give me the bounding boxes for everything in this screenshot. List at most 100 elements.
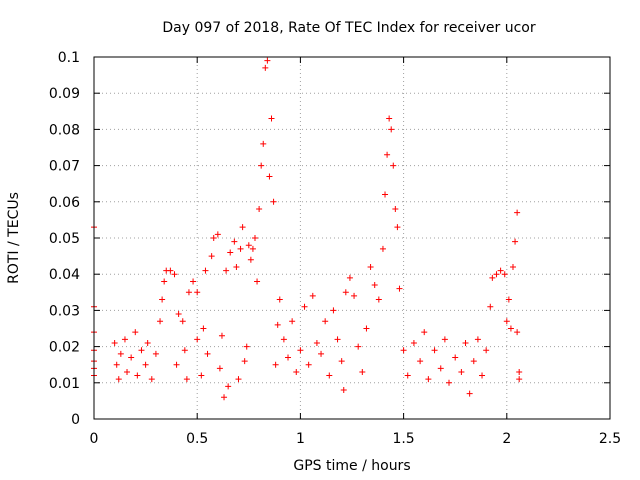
data-point bbox=[190, 278, 197, 285]
data-point bbox=[388, 126, 395, 133]
data-point bbox=[516, 376, 523, 383]
data-point bbox=[171, 271, 178, 278]
data-point bbox=[452, 354, 459, 361]
data-point bbox=[501, 271, 508, 278]
plot-frame bbox=[93, 56, 611, 420]
data-point bbox=[276, 296, 283, 303]
data-point bbox=[132, 329, 139, 336]
data-point bbox=[396, 285, 403, 292]
data-point bbox=[194, 289, 201, 296]
grid-lines bbox=[94, 57, 610, 419]
data-point bbox=[159, 296, 166, 303]
data-point bbox=[204, 350, 211, 357]
data-point bbox=[462, 339, 469, 346]
x-tick-label: 2 bbox=[502, 431, 511, 447]
data-point bbox=[148, 376, 155, 383]
data-point bbox=[509, 263, 516, 270]
x-axis-label: GPS time / hours bbox=[293, 458, 410, 474]
data-point bbox=[216, 365, 223, 372]
data-point bbox=[152, 350, 159, 357]
data-point bbox=[446, 379, 453, 386]
data-point bbox=[251, 235, 258, 241]
x-tick-label: 2.5 bbox=[599, 431, 621, 447]
data-point bbox=[441, 336, 448, 343]
data-point bbox=[274, 321, 281, 328]
y-axis-label: ROTI / TECUs bbox=[6, 192, 22, 284]
data-point bbox=[214, 231, 221, 238]
data-point bbox=[493, 271, 500, 278]
data-point bbox=[128, 354, 135, 361]
data-point bbox=[289, 318, 296, 325]
data-point bbox=[390, 162, 397, 169]
data-point bbox=[175, 311, 182, 318]
data-point bbox=[198, 372, 205, 379]
data-point bbox=[245, 242, 252, 249]
data-point bbox=[334, 336, 341, 343]
data-point bbox=[470, 358, 477, 365]
data-point bbox=[516, 368, 523, 375]
data-point bbox=[210, 235, 217, 241]
data-point bbox=[503, 318, 510, 325]
data-point bbox=[394, 224, 401, 231]
data-point bbox=[270, 198, 277, 205]
data-point bbox=[330, 307, 337, 314]
data-point bbox=[264, 57, 271, 64]
data-point bbox=[115, 376, 122, 383]
data-point bbox=[138, 347, 145, 354]
data-point bbox=[425, 376, 432, 383]
data-point bbox=[262, 64, 269, 71]
data-point bbox=[167, 267, 174, 274]
y-tick-label: 0.07 bbox=[49, 159, 80, 175]
y-tick-label: 0.05 bbox=[49, 231, 80, 247]
data-point bbox=[144, 339, 151, 346]
data-point bbox=[134, 372, 141, 379]
x-tick-label: 1 bbox=[296, 431, 305, 447]
data-point bbox=[185, 289, 192, 296]
data-point bbox=[227, 249, 234, 256]
data-point bbox=[235, 376, 242, 383]
data-point bbox=[479, 372, 486, 379]
data-point bbox=[183, 376, 190, 383]
data-point bbox=[458, 368, 465, 375]
data-point bbox=[117, 350, 124, 357]
data-point bbox=[382, 191, 389, 198]
data-point bbox=[489, 274, 496, 281]
x-tick-label: 0 bbox=[90, 431, 99, 447]
data-point bbox=[514, 209, 521, 216]
data-point bbox=[231, 238, 238, 245]
data-point bbox=[497, 267, 504, 274]
data-point bbox=[318, 350, 325, 357]
data-point bbox=[301, 303, 308, 310]
x-tick-label: 0.5 bbox=[186, 431, 208, 447]
data-point bbox=[223, 267, 230, 274]
data-point bbox=[297, 347, 304, 354]
chart-title: Day 097 of 2018, Rate Of TEC Index for r… bbox=[162, 20, 536, 36]
data-point bbox=[351, 292, 358, 299]
data-point bbox=[512, 238, 519, 245]
data-point bbox=[121, 336, 128, 343]
data-point bbox=[258, 162, 265, 169]
data-point bbox=[208, 253, 215, 260]
data-point bbox=[241, 358, 248, 365]
data-point bbox=[367, 263, 374, 270]
data-point bbox=[437, 365, 444, 372]
data-point bbox=[239, 224, 246, 231]
data-point bbox=[272, 361, 279, 368]
data-point bbox=[340, 387, 347, 394]
y-tick-label: 0.1 bbox=[58, 50, 80, 66]
data-point bbox=[194, 336, 201, 343]
data-point bbox=[243, 343, 250, 350]
data-point bbox=[355, 343, 362, 350]
data-point bbox=[417, 358, 424, 365]
data-point bbox=[249, 245, 256, 252]
data-point bbox=[384, 151, 391, 158]
x-tick-label: 1.5 bbox=[392, 431, 414, 447]
data-point bbox=[359, 368, 366, 375]
data-point bbox=[221, 394, 228, 401]
data-point bbox=[309, 292, 316, 299]
data-point bbox=[346, 274, 353, 281]
data-point bbox=[256, 206, 263, 213]
data-point bbox=[505, 296, 512, 303]
data-point bbox=[313, 339, 320, 346]
